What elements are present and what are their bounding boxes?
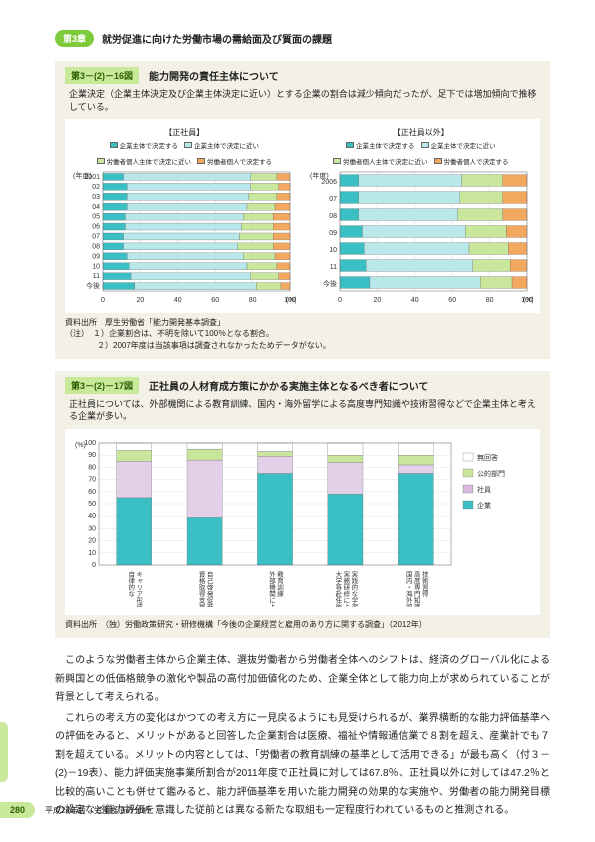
svg-text:2006: 2006 [321,179,337,186]
side-tab [0,722,8,782]
svg-text:05: 05 [92,214,100,221]
svg-text:キャリア形成支援: キャリア形成支援 [135,571,143,607]
svg-text:10: 10 [88,550,96,557]
footer-text: 平成24年版 労働経済の分析 [45,805,150,816]
svg-text:11: 11 [329,264,336,271]
page-footer: 280 平成24年版 労働経済の分析 [0,802,150,818]
chapter-title: 就労促進に向けた労働市場の需給面及び質面の課題 [102,31,332,46]
svg-text:今後: 今後 [86,281,100,290]
fig16-caption: 企業決定（企業主体決定及び企業主体決定に近い）とする企業の割合は減少傾向だったが… [69,88,540,113]
chapter-badge: 第3章 [55,30,94,47]
svg-text:03: 03 [92,194,100,201]
svg-text:20: 20 [373,297,381,304]
fig16-legend-left: 企業主体で決定する企業主体で決定に近い労働者個人主体で決定に近い労働者個人で決定… [71,140,298,166]
svg-text:60: 60 [211,297,219,304]
svg-text:外部機関による: 外部機関による [268,570,276,607]
svg-text:70: 70 [88,477,96,484]
svg-text:0: 0 [338,297,342,304]
svg-text:10: 10 [92,263,100,270]
svg-text:09: 09 [329,230,337,237]
svg-text:07: 07 [329,196,337,203]
fig17-number: 第3－(2)－17図 [65,377,139,394]
svg-text:80: 80 [88,464,96,471]
svg-text:実践的な学習: 実践的な学習 [350,570,358,607]
svg-text:教育訓練: 教育訓練 [276,570,284,599]
svg-text:08: 08 [329,213,337,220]
fig17-caption: 正社員については、外部機関による教育訓練、国内・海外留学による高度専門知識や技術… [69,398,540,423]
svg-text:2001: 2001 [84,174,100,181]
svg-text:(%): (%) [523,297,533,304]
svg-text:08: 08 [92,244,100,251]
svg-text:(%): (%) [286,297,296,304]
svg-text:07: 07 [92,234,100,241]
fig17-chart: 0102030405060708090100(%)自律的なキャリア形成支援資格取… [71,437,531,607]
svg-text:80: 80 [249,297,257,304]
svg-text:30: 30 [88,525,96,532]
svg-text:0: 0 [101,297,105,304]
fig16-title: 能力開発の責任主体について [149,68,279,83]
figure-16: 第3－(2)－16図 能力開発の責任主体について 企業決定（企業主体決定及び企業… [55,61,550,359]
body-p1: このような労働者主体から企業主体、選抜労働者から労働者全体へのシフトは、経済のグ… [55,652,550,708]
fig16-legend-right: 企業主体で決定する企業主体で決定に近い労働者個人主体で決定に近い労働者個人で決定… [308,140,535,166]
svg-text:80: 80 [485,297,493,304]
fig16-source: 資料出所 厚生労働省「能力開発基本調査」 （注） １）企業割合は、不明を除いて1… [65,317,540,351]
svg-text:社員: 社員 [477,485,491,494]
svg-text:50: 50 [88,501,96,508]
svg-text:60: 60 [88,489,96,496]
svg-text:0: 0 [92,562,96,569]
svg-text:02: 02 [92,184,100,191]
fig17-source: 資料出所 （独）労働政策研究・研修機構「今後の企業経営と雇用のあり方に関する調査… [65,619,540,630]
svg-text:06: 06 [92,224,100,231]
fig16-number: 第3－(2)－16図 [65,67,139,84]
svg-text:90: 90 [88,452,96,459]
page-number: 280 [0,802,35,818]
svg-text:20: 20 [88,538,96,545]
svg-text:40: 40 [174,297,182,304]
svg-text:(%): (%) [75,442,86,449]
svg-text:40: 40 [410,297,418,304]
fig16-right-chart: 【正社員以外】 企業主体で決定する企業主体で決定に近い労働者個人主体で決定に近い… [308,127,535,305]
chapter-header: 第3章 就労促進に向けた労働市場の需給面及び質面の課題 [55,30,550,47]
fig17-title: 正社員の人材育成方策にかかる実施主体となるべき者について [149,378,428,393]
svg-text:技術習得: 技術習得 [420,570,428,598]
svg-text:自己啓発促進: 自己啓発促進 [205,570,213,607]
svg-text:今後: 今後 [323,279,337,288]
fig16-left-chart: 【正社員】 企業主体で決定する企業主体で決定に近い労働者個人主体で決定に近い労働… [71,127,298,305]
svg-text:09: 09 [92,254,100,261]
svg-text:11: 11 [93,273,100,280]
svg-text:20: 20 [137,297,145,304]
body-text: このような労働者主体から企業主体、選抜労働者から労働者全体へのシフトは、経済のグ… [55,652,550,821]
svg-text:企業: 企業 [477,501,491,510]
svg-text:60: 60 [448,297,456,304]
svg-text:04: 04 [92,204,100,211]
svg-text:10: 10 [329,247,337,254]
figure-17: 第3－(2)－17図 正社員の人材育成方策にかかる実施主体となるべき者について … [55,371,550,638]
svg-text:40: 40 [88,513,96,520]
svg-text:100: 100 [84,440,96,447]
svg-text:無回答: 無回答 [477,453,498,462]
svg-text:公的部門: 公的部門 [477,469,505,478]
